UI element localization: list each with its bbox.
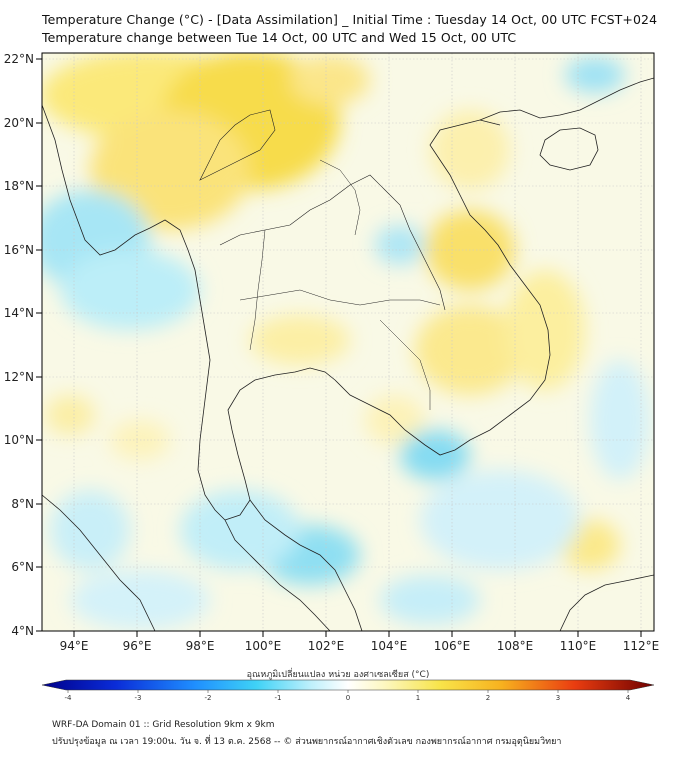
axis-ticks xyxy=(36,58,642,637)
map-title: Temperature Change (°C) - [Data Assimila… xyxy=(42,12,658,27)
lat-label: 14°N xyxy=(4,306,34,320)
lon-label: 106°E xyxy=(434,639,471,653)
lon-label: 94°E xyxy=(60,639,89,653)
lon-label: 110°E xyxy=(560,639,597,653)
lat-label: 6°N xyxy=(11,560,34,574)
colorbar-tick-label: -2 xyxy=(205,694,212,702)
lon-label: 98°E xyxy=(186,639,215,653)
lon-label: 96°E xyxy=(123,639,152,653)
lon-label: 108°E xyxy=(497,639,534,653)
colorbar-tick-label: 4 xyxy=(626,694,631,702)
footer-model-info: WRF-DA Domain 01 :: Grid Resolution 9km … xyxy=(52,720,275,730)
lat-label: 18°N xyxy=(4,179,34,193)
lat-label: 8°N xyxy=(11,497,34,511)
footer-credits: ปรับปรุงข้อมูล ณ เวลา 19:00น. วัน จ. ที่… xyxy=(52,737,562,747)
colorbar-ticks xyxy=(67,690,629,693)
gridlines xyxy=(42,53,654,631)
lat-label: 4°N xyxy=(11,624,34,638)
map-frame xyxy=(41,52,655,632)
lat-label: 20°N xyxy=(4,116,34,130)
colorbar-tick-label: -1 xyxy=(275,694,282,702)
colorbar-title: อุณหภูมิเปลี่ยนแปลง หน่วย องศาเซลเซียส (… xyxy=(246,670,430,680)
colorbar-tick-label: 0 xyxy=(346,694,350,702)
lon-labels: 94°E 96°E 98°E 100°E 102°E 104°E 106°E 1… xyxy=(60,639,660,653)
lon-label: 104°E xyxy=(371,639,408,653)
lat-label: 12°N xyxy=(4,370,34,384)
temperature-field xyxy=(42,53,654,631)
colorbar-tick-label: 3 xyxy=(556,694,560,702)
lat-labels: 22°N 20°N 18°N 16°N 14°N 12°N 10°N 8°N 6… xyxy=(4,52,34,638)
colorbar-gradient xyxy=(41,679,655,691)
coastlines xyxy=(42,77,654,631)
map-subtitle: Temperature change between Tue 14 Oct, 0… xyxy=(42,30,517,45)
lat-label: 22°N xyxy=(4,52,34,66)
colorbar: -4 -3 -2 -1 0 1 2 3 4 xyxy=(41,679,655,702)
lon-label: 112°E xyxy=(623,639,660,653)
lat-label: 16°N xyxy=(4,243,34,257)
colorbar-tick-label: 2 xyxy=(486,694,490,702)
lon-label: 100°E xyxy=(245,639,282,653)
colorbar-tick-label: -4 xyxy=(65,694,73,702)
lon-label: 102°E xyxy=(308,639,345,653)
colorbar-tick-label: 1 xyxy=(416,694,420,702)
colorbar-tick-label: -3 xyxy=(135,694,142,702)
lat-label: 10°N xyxy=(4,433,34,447)
